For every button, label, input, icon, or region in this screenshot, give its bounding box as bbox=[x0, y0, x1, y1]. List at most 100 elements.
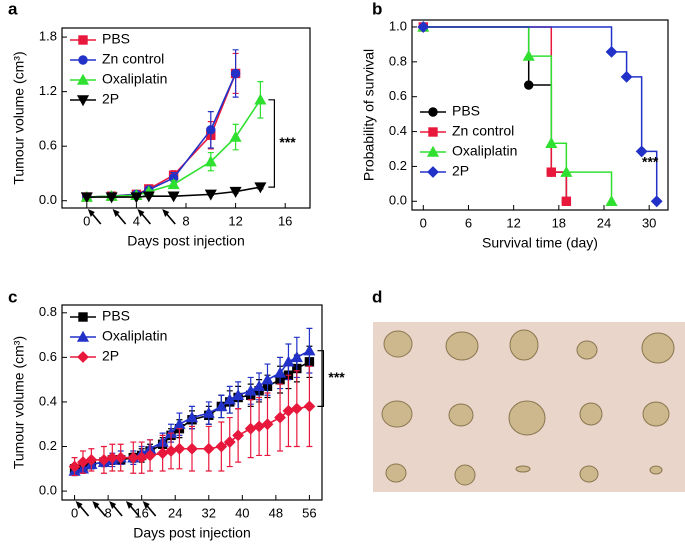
y-axis-title: Tumour volume (cm³) bbox=[11, 51, 27, 184]
marker bbox=[427, 166, 439, 178]
marker bbox=[165, 445, 177, 457]
x-tick-label: 0 bbox=[420, 215, 427, 230]
x-axis-title: Days post injection bbox=[133, 525, 251, 541]
y-tick-label: 0.4 bbox=[389, 123, 407, 138]
x-tick-label: 0 bbox=[83, 213, 90, 228]
marker bbox=[232, 389, 245, 400]
survival-line bbox=[423, 26, 568, 202]
marker bbox=[605, 45, 618, 58]
legend-label: Zn control bbox=[452, 123, 514, 139]
arrow-head bbox=[75, 501, 83, 509]
marker bbox=[167, 178, 180, 190]
panel-label: b bbox=[372, 0, 382, 18]
marker bbox=[428, 127, 438, 137]
x-tick-label: 30 bbox=[642, 215, 656, 230]
marker bbox=[426, 145, 440, 157]
arrow-head bbox=[87, 209, 95, 217]
marker bbox=[204, 189, 217, 201]
marker bbox=[274, 366, 287, 378]
significance-bracket bbox=[268, 99, 275, 188]
marker bbox=[204, 155, 217, 167]
y-tick-label: 0.2 bbox=[389, 158, 407, 173]
x-tick-label: 8 bbox=[182, 213, 189, 228]
marker bbox=[561, 196, 572, 206]
y-tick-label: 0.4 bbox=[39, 393, 57, 408]
x-tick-label: 56 bbox=[302, 505, 316, 520]
marker bbox=[76, 330, 90, 342]
marker bbox=[76, 95, 90, 107]
plot-frame bbox=[61, 304, 323, 501]
marker bbox=[223, 436, 236, 448]
marker bbox=[167, 191, 180, 203]
y-tick-label: 0.2 bbox=[39, 438, 57, 453]
marker bbox=[215, 440, 228, 453]
series-line bbox=[86, 186, 261, 198]
x-tick-label: 32 bbox=[202, 505, 216, 520]
marker bbox=[80, 192, 93, 204]
y-tick-label: 0.0 bbox=[39, 192, 57, 207]
marker bbox=[78, 35, 88, 45]
marker bbox=[650, 195, 663, 208]
x-tick-label: 4 bbox=[133, 213, 140, 228]
y-tick-label: 1.0 bbox=[389, 18, 407, 33]
marker bbox=[85, 453, 98, 466]
panel-label: a bbox=[8, 0, 18, 18]
x-tick-label: 8 bbox=[105, 505, 112, 520]
panel-label: c bbox=[8, 287, 17, 306]
panel-label: d bbox=[372, 287, 382, 306]
marker bbox=[254, 182, 267, 194]
y-tick-label: 1.2 bbox=[39, 83, 57, 98]
marker bbox=[215, 400, 228, 412]
x-tick-label: 40 bbox=[235, 505, 249, 520]
significance-bracket bbox=[317, 350, 325, 407]
marker bbox=[127, 451, 140, 464]
marker bbox=[635, 145, 648, 158]
legend-label: Oxaliplatin bbox=[102, 328, 167, 344]
x-tick-label: 24 bbox=[168, 505, 182, 520]
y-tick-label: 0.6 bbox=[389, 88, 407, 103]
tumour-photo bbox=[373, 322, 685, 492]
marker bbox=[244, 384, 257, 396]
marker bbox=[605, 195, 618, 206]
y-tick-label: 1.8 bbox=[39, 29, 57, 44]
annotation: *** bbox=[642, 154, 659, 170]
marker bbox=[144, 449, 156, 462]
marker bbox=[142, 191, 155, 203]
annotation: *** bbox=[279, 134, 296, 150]
y-tick-label: 0.0 bbox=[389, 193, 407, 208]
marker bbox=[77, 351, 89, 363]
marker bbox=[428, 107, 438, 117]
x-axis-title: Days post injection bbox=[127, 233, 245, 249]
marker bbox=[130, 192, 143, 204]
marker bbox=[417, 21, 430, 33]
marker bbox=[78, 55, 88, 65]
marker bbox=[173, 417, 186, 429]
marker bbox=[560, 165, 573, 177]
marker bbox=[206, 125, 216, 135]
x-tick-label: 6 bbox=[465, 215, 472, 230]
y-tick-label: 0.6 bbox=[39, 349, 57, 364]
marker bbox=[303, 400, 316, 413]
marker bbox=[524, 80, 534, 90]
y-axis-title: Probability of survival bbox=[361, 49, 377, 181]
marker bbox=[229, 130, 242, 142]
x-axis-title: Survival time (day) bbox=[482, 235, 598, 251]
marker bbox=[253, 420, 266, 433]
legend-label: 2P bbox=[452, 163, 469, 179]
annotation: *** bbox=[328, 369, 345, 385]
arrow-head bbox=[112, 209, 120, 217]
plot-frame bbox=[61, 27, 311, 209]
x-tick-label: 18 bbox=[552, 215, 566, 230]
marker bbox=[105, 192, 118, 204]
y-axis-title: Tumour volume (cm³) bbox=[11, 336, 27, 469]
legend-label: PBS bbox=[102, 308, 130, 324]
y-tick-label: 0.8 bbox=[39, 304, 57, 319]
marker bbox=[290, 351, 303, 363]
arrow-head bbox=[125, 501, 133, 509]
tumours bbox=[381, 329, 675, 486]
plot-frame bbox=[411, 19, 669, 211]
arrow-head bbox=[142, 501, 150, 509]
y-tick-label: 0.0 bbox=[39, 483, 57, 498]
marker bbox=[620, 70, 633, 83]
